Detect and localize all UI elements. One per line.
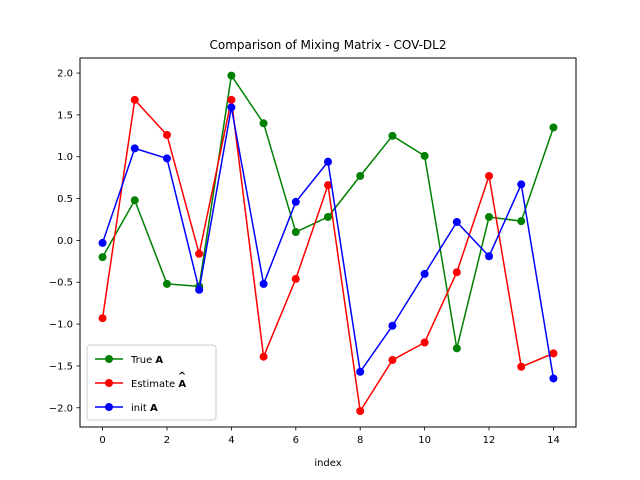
- y-axis: −2.0 −1.5 −1.0 −0.5 0.0 0.5 1.0 1.5 2.0: [49, 69, 80, 414]
- series-0-point: [420, 151, 429, 160]
- y-tick-label: 1.5: [57, 110, 73, 121]
- series-1-point: [195, 249, 204, 258]
- y-tick-label: −0.5: [49, 278, 73, 289]
- series-0-point: [162, 279, 171, 288]
- y-tick-label: −2.0: [49, 403, 73, 414]
- series-2-point: [388, 321, 397, 330]
- series-1-point: [549, 349, 558, 358]
- series-1-point: [420, 338, 429, 347]
- series-1-point: [324, 181, 332, 190]
- series-1-point: [98, 314, 107, 323]
- x-tick-label: 12: [483, 435, 496, 446]
- series-2-point: [356, 367, 365, 376]
- series-0-point: [517, 217, 526, 226]
- y-tick-label: 1.0: [57, 152, 73, 163]
- x-tick-label: 10: [418, 435, 431, 446]
- series-1-point: [485, 171, 494, 180]
- series-1-point: [291, 274, 300, 283]
- series-1-point: [356, 407, 365, 416]
- x-tick-label: 0: [99, 435, 105, 446]
- series-2-point: [195, 285, 204, 294]
- legend-item-1: Estimate A^: [95, 371, 186, 390]
- chart-title: Comparison of Mixing Matrix - COV-DL2: [210, 38, 447, 52]
- series-2-point: [98, 238, 107, 247]
- series-0-point: [227, 71, 236, 80]
- series-2-point: [452, 218, 461, 226]
- y-tick-label: 0.5: [57, 194, 73, 205]
- series-1-point: [452, 268, 461, 277]
- legend-label: Estimate A: [131, 379, 186, 390]
- series-2-point: [420, 269, 429, 278]
- series-2-point: [324, 157, 332, 166]
- series-0-point: [388, 131, 397, 140]
- legend-label: True A: [130, 355, 163, 366]
- series-0-point: [259, 119, 268, 128]
- series-1-point: [227, 95, 236, 104]
- x-tick-label: 8: [357, 435, 363, 446]
- y-tick-label: −1.5: [49, 361, 73, 372]
- x-axis: 0 2 4 6 8 10 12 14: [99, 427, 560, 446]
- y-tick-label: 2.0: [57, 69, 73, 80]
- plot-frame: [79, 57, 577, 428]
- series-2-point: [130, 144, 139, 153]
- series-0-point: [291, 228, 300, 237]
- x-axis-label: index: [314, 458, 341, 469]
- hat-accent: ^: [178, 371, 186, 382]
- series-0-point: [356, 171, 365, 180]
- legend-marker: [105, 355, 113, 363]
- series-2-point: [485, 252, 494, 261]
- legend-label: init A: [131, 403, 158, 414]
- legend-box: [86, 344, 217, 421]
- legend-item-0: True A: [95, 355, 163, 366]
- series-0-point: [485, 212, 494, 221]
- series-1-point: [388, 356, 397, 365]
- x-tick-label: 6: [293, 435, 299, 446]
- series-2-point: [259, 279, 268, 288]
- series-1-point: [259, 352, 268, 361]
- series-1-point: [130, 95, 139, 104]
- series-0-point: [549, 123, 558, 132]
- series-2-point: [162, 154, 171, 163]
- y-tick-label: −1.0: [49, 320, 73, 331]
- x-tick-label: 4: [228, 435, 234, 446]
- series-2-point: [291, 197, 300, 206]
- series-0-point: [130, 196, 139, 205]
- series-0-point: [324, 212, 332, 221]
- series-1-point: [162, 130, 171, 139]
- series-0-point: [452, 344, 461, 353]
- series-2-point: [227, 103, 236, 112]
- series-layer: [98, 71, 558, 416]
- series-1-point: [517, 362, 526, 371]
- x-tick-label: 2: [164, 435, 170, 446]
- series-0-point: [98, 253, 107, 262]
- legend-marker: [105, 403, 113, 411]
- legend: True A Estimate A^ init A: [86, 344, 217, 421]
- legend-item-2: init A: [95, 403, 158, 414]
- series-2-point: [517, 180, 526, 189]
- x-tick-label: 14: [547, 435, 560, 446]
- legend-marker: [105, 379, 113, 387]
- series-2-point: [549, 374, 558, 383]
- y-tick-label: 0.0: [57, 236, 73, 247]
